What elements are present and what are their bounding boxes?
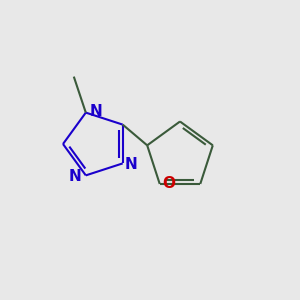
Text: N: N xyxy=(89,103,102,118)
Text: N: N xyxy=(69,169,81,184)
Text: O: O xyxy=(162,176,175,191)
Text: N: N xyxy=(125,158,138,172)
